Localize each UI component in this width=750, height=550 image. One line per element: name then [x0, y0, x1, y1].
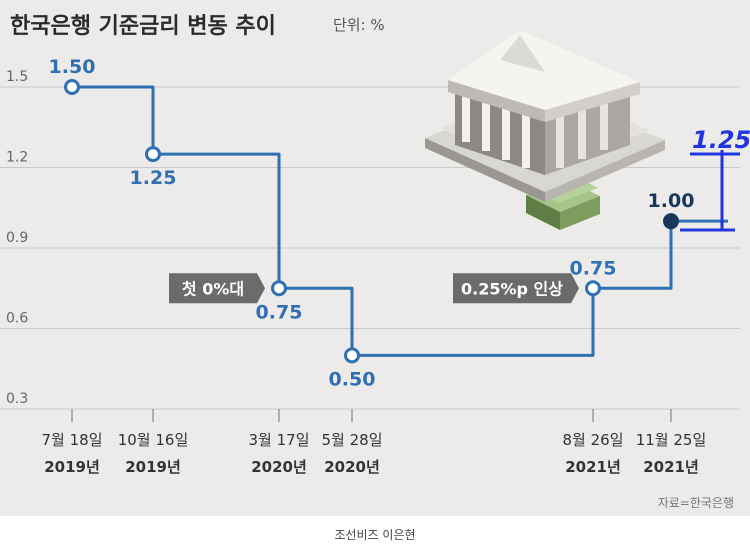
- x-tick-year: 2020년: [324, 458, 380, 476]
- chart-svg: 1.5 1.2 0.9 0.6 0.3 7월 18일 2019년 10월 16일 2019년 3…: [0, 30, 750, 476]
- data-point: [344, 347, 360, 364]
- data-label: 0.50: [329, 368, 376, 390]
- x-tick-date: 10월 16일: [118, 431, 189, 449]
- rate-step-line: [72, 85, 728, 357]
- data-point: [145, 146, 161, 163]
- x-tick-year: 2021년: [643, 458, 699, 476]
- data-label: 1.50: [49, 56, 96, 78]
- data-point: [271, 280, 287, 297]
- annotation-box: [169, 273, 265, 304]
- annotation-text: 0.25%p 인상: [461, 279, 563, 298]
- x-tick-date: 7월 18일: [42, 431, 103, 449]
- handwritten-annotation: 1.25: [680, 126, 750, 232]
- x-tick-date: 11월 25일: [636, 431, 707, 449]
- y-tick-label: 0.6: [6, 311, 28, 327]
- y-tick-label: 0.3: [6, 391, 28, 407]
- data-label: 0.75: [256, 301, 303, 323]
- data-point: [64, 79, 80, 95]
- x-tick-date: 5월 28일: [322, 431, 383, 449]
- unit-label: 단위: %: [333, 16, 385, 34]
- x-tick-year: 2020년: [251, 458, 307, 476]
- x-tick-date: 3월 17일: [249, 431, 310, 449]
- y-tick-label: 0.9: [6, 230, 28, 246]
- x-tick-date: 8월 26일: [563, 431, 624, 449]
- credit-label: 조선비즈 이은현: [334, 528, 416, 542]
- page-title: 한국은행 기준금리 변동 추이: [10, 14, 276, 39]
- data-label: 1.25: [130, 167, 177, 189]
- bank-money-illustration: [425, 30, 665, 230]
- y-tick-label: 1.2: [6, 150, 28, 166]
- x-tick-year: 2019년: [44, 458, 100, 476]
- y-tick-label: 1.5: [6, 69, 28, 85]
- x-tick-year: 2021년: [565, 458, 621, 476]
- handwritten-value: 1.25: [692, 126, 750, 154]
- data-point: [663, 213, 679, 230]
- source-label: 자료=한국은행: [657, 496, 734, 510]
- annotation-box: [453, 273, 579, 304]
- annotation-text: 첫 0%대: [182, 279, 244, 298]
- data-label: 0.75: [570, 257, 617, 279]
- data-point: [585, 280, 601, 297]
- data-label: 1.00: [648, 190, 695, 212]
- x-tick-year: 2019년: [125, 458, 181, 476]
